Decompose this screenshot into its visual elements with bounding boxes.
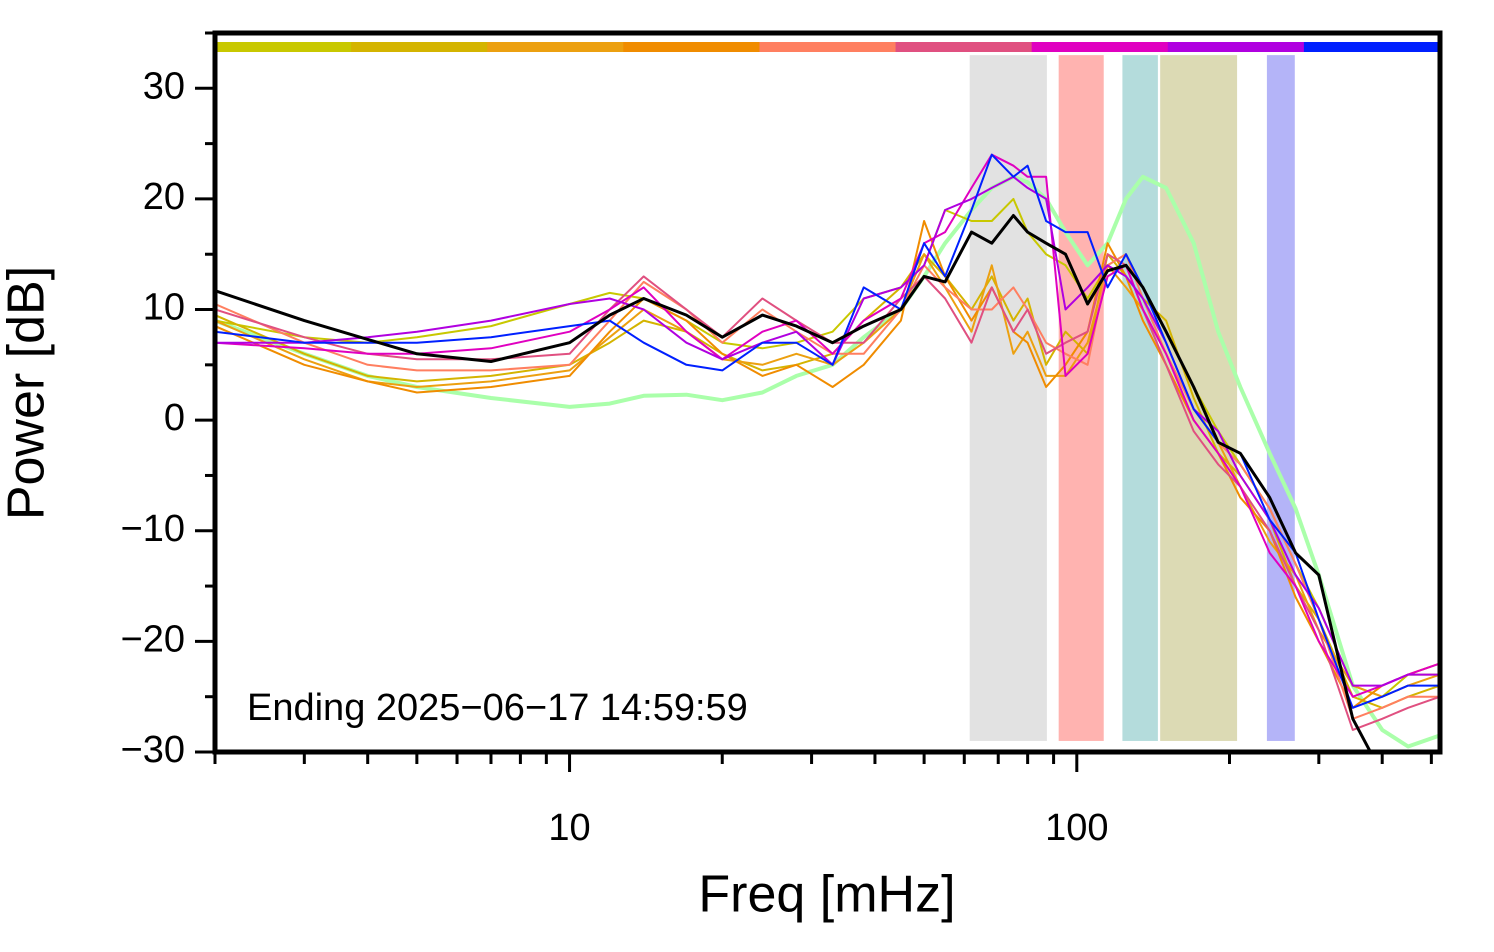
series-line [215,175,1440,687]
color-bar-segment [1303,42,1441,52]
color-bar-segment [351,42,488,52]
color-bar-segment [623,42,760,52]
x-tick-label: 100 [1045,807,1108,849]
shaded-band [1122,55,1158,741]
bands-layer [969,55,1295,741]
series-line [215,174,1440,749]
annotation: Ending 2025−06−17 14:59:59 [247,687,748,729]
series-line [215,214,1373,752]
axes-layer: −30 −20 −10 0 10 20 30 10 100 [121,30,1443,849]
shaded-band [1266,55,1295,741]
y-tick-label: 10 [143,287,185,329]
y-tick-label: −20 [121,618,185,660]
lines-layer [215,153,1440,752]
series-line [215,153,1440,709]
color-bar-segment [759,42,897,52]
y-tick-label: 20 [143,176,185,218]
shaded-band [969,55,1047,741]
series-line [215,253,1440,731]
color-bar-segment [895,42,1033,52]
plot-frame [212,30,1443,755]
y-tick-label: −10 [121,508,185,550]
x-tick-label: 10 [548,807,590,849]
x-axis-label: Freq [mHz] [698,866,955,924]
series-line [215,197,1440,698]
color-bar-segment [1167,42,1305,52]
series-line [215,253,1440,720]
color-bar-segment [487,42,624,52]
y-tick-label: 0 [164,397,185,439]
color-bar-segment [215,42,352,52]
y-tick-label: 30 [143,65,185,107]
shaded-band [1058,55,1104,741]
series-line [215,153,1440,698]
y-tick-label: −30 [121,729,185,771]
y-axis-label: Power [dB] [0,266,56,520]
series-line [215,220,1440,709]
series-line [215,253,1440,709]
color-bar-segment [1031,42,1169,52]
